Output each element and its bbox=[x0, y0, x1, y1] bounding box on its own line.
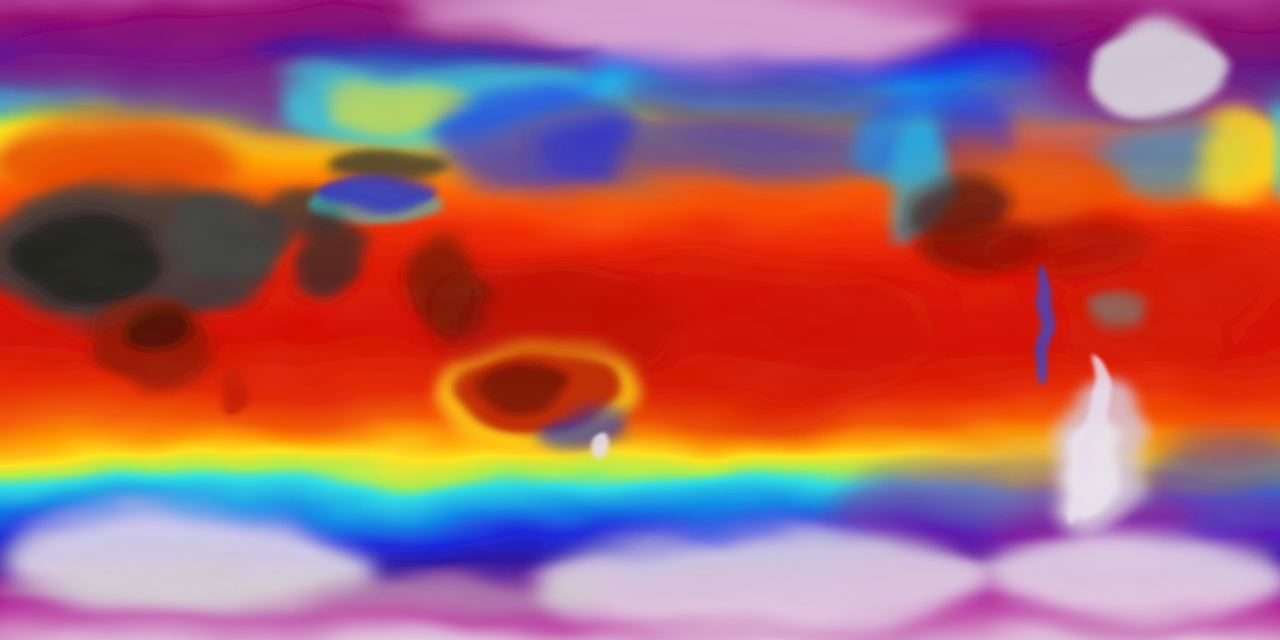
noise-texture-overlay bbox=[0, 0, 1280, 640]
global-temperature-map bbox=[0, 0, 1280, 640]
temperature-map-stage bbox=[0, 0, 1280, 640]
